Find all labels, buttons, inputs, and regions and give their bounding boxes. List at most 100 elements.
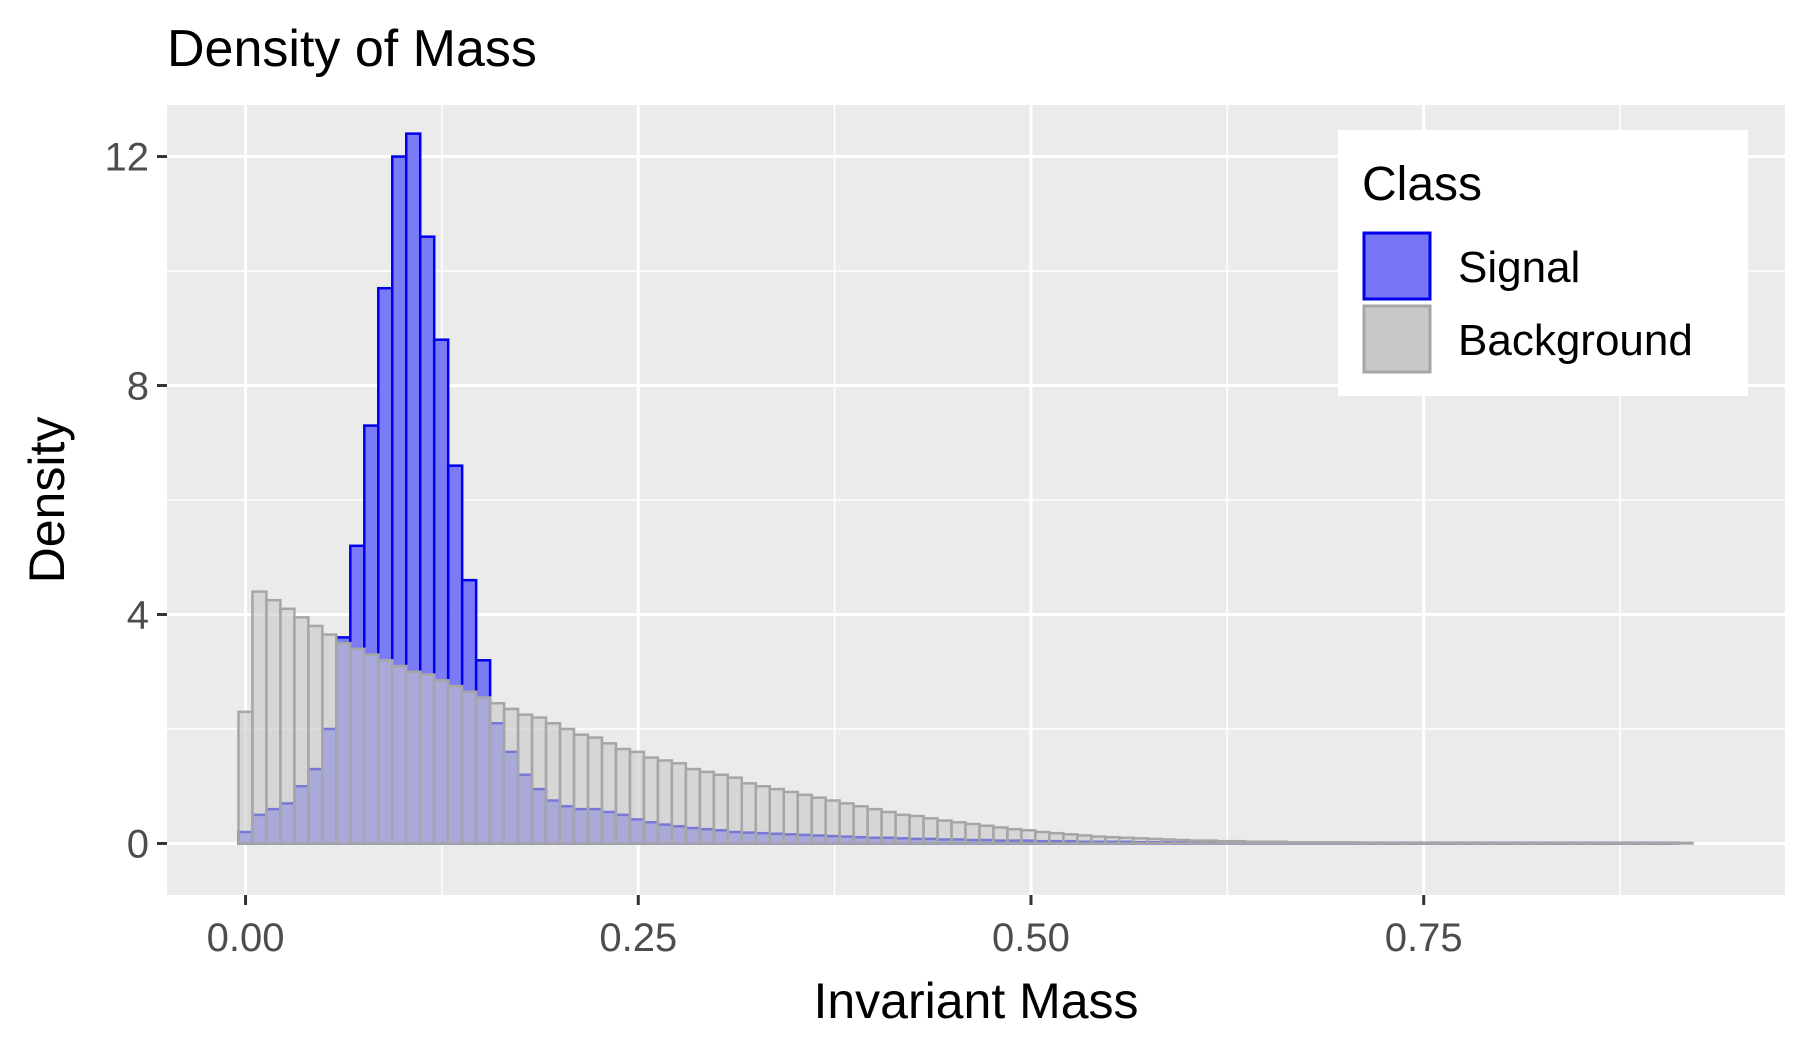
background-bar bbox=[698, 770, 716, 845]
background-bar bbox=[824, 799, 841, 845]
background-bar bbox=[1551, 841, 1568, 845]
background-bar bbox=[321, 633, 338, 845]
background-bar bbox=[992, 826, 1009, 845]
background-bar bbox=[1579, 841, 1596, 845]
background-bar bbox=[1006, 827, 1023, 845]
background-bar bbox=[572, 733, 590, 845]
background-bar bbox=[1215, 839, 1233, 845]
background-bar bbox=[1229, 839, 1247, 845]
background-bar bbox=[936, 819, 953, 845]
background-bar bbox=[1271, 840, 1289, 845]
background-bar bbox=[1593, 841, 1610, 845]
background-bar bbox=[1104, 835, 1121, 845]
background-bar bbox=[446, 684, 464, 845]
background-bar bbox=[642, 756, 660, 845]
background-bar bbox=[391, 664, 408, 845]
background-bar bbox=[1523, 841, 1540, 845]
background-bar bbox=[1509, 841, 1526, 845]
background-bar bbox=[782, 790, 799, 845]
background-bar bbox=[1173, 838, 1191, 845]
background-bar bbox=[1313, 841, 1331, 845]
y-axis-title: Density bbox=[19, 417, 75, 584]
background-bar bbox=[586, 736, 604, 845]
background-bar bbox=[1663, 841, 1680, 845]
background-bar bbox=[866, 807, 883, 845]
background-bar bbox=[293, 616, 310, 845]
background-bar bbox=[614, 747, 632, 845]
y-tick-label: 0 bbox=[127, 822, 149, 866]
background-bar bbox=[1355, 841, 1373, 845]
background-bar bbox=[432, 679, 450, 845]
x-axis: 0.00 0.25 0.50 0.75 bbox=[207, 895, 1463, 960]
y-tick-label: 4 bbox=[127, 593, 149, 637]
background-bar bbox=[908, 814, 925, 845]
background-bar bbox=[754, 784, 771, 845]
background-bar bbox=[502, 707, 520, 845]
background-bar bbox=[1285, 841, 1303, 845]
x-tick-label: 0.25 bbox=[599, 916, 677, 960]
y-tick-label: 12 bbox=[105, 136, 150, 180]
background-bar bbox=[768, 787, 785, 845]
background-bar bbox=[265, 598, 282, 845]
background-bar bbox=[363, 653, 380, 845]
legend-key-background bbox=[1362, 304, 1432, 374]
background-bar bbox=[712, 773, 730, 845]
background-bar bbox=[1411, 841, 1429, 845]
y-axis: 0 4 8 12 bbox=[105, 136, 167, 866]
background-bar bbox=[1425, 841, 1443, 845]
background-bar bbox=[796, 793, 813, 845]
background-bar bbox=[894, 813, 911, 845]
background-bar bbox=[1145, 837, 1163, 845]
background-bar bbox=[1621, 841, 1638, 845]
background-bar bbox=[950, 821, 967, 845]
background-bar bbox=[418, 673, 436, 845]
background-bar bbox=[1397, 841, 1415, 845]
background-bar bbox=[964, 822, 981, 845]
background-bar bbox=[1090, 835, 1107, 845]
background-bar bbox=[237, 710, 254, 845]
background-bar bbox=[1118, 836, 1135, 845]
background-bar bbox=[1537, 841, 1554, 845]
background-bar bbox=[474, 696, 492, 845]
background-bar bbox=[1453, 841, 1471, 845]
background-bar bbox=[1369, 841, 1387, 845]
background-bar bbox=[558, 727, 576, 845]
background-bar bbox=[670, 762, 688, 845]
background-bar bbox=[1495, 841, 1512, 845]
background-bar bbox=[404, 670, 422, 845]
background-bar bbox=[1439, 841, 1457, 845]
background-bar bbox=[978, 824, 995, 845]
background-bar bbox=[1341, 841, 1359, 845]
background-bar bbox=[684, 767, 702, 845]
background-bar bbox=[251, 590, 268, 845]
background-bar bbox=[1257, 840, 1275, 845]
legend-label-signal: Signal bbox=[1458, 243, 1580, 292]
background-bar bbox=[1020, 829, 1037, 845]
background-bar bbox=[516, 713, 534, 845]
background-bar bbox=[1607, 841, 1624, 845]
background-bar bbox=[1467, 841, 1485, 845]
background-bar bbox=[1201, 839, 1219, 845]
legend-key-signal bbox=[1362, 231, 1432, 301]
background-bar bbox=[349, 647, 366, 845]
background-bar bbox=[1481, 841, 1498, 845]
background-bar bbox=[922, 817, 939, 845]
background-bar bbox=[544, 722, 562, 845]
background-bar bbox=[810, 796, 827, 845]
x-tick-label: 0.50 bbox=[992, 916, 1070, 960]
background-bar bbox=[880, 810, 897, 845]
background-bar bbox=[530, 716, 548, 845]
background-bar bbox=[1034, 830, 1051, 845]
legend-title: Class bbox=[1362, 158, 1482, 211]
background-bar bbox=[377, 659, 394, 845]
background-bar bbox=[1048, 831, 1065, 845]
background-bar bbox=[279, 607, 296, 845]
legend: Class Signal Background bbox=[1338, 130, 1748, 396]
background-bar bbox=[1649, 841, 1666, 845]
background-bar bbox=[1243, 840, 1261, 845]
background-bar bbox=[628, 750, 646, 845]
background-bar bbox=[1062, 833, 1079, 845]
x-axis-title: Invariant Mass bbox=[813, 973, 1138, 1029]
background-bar bbox=[1565, 841, 1582, 845]
